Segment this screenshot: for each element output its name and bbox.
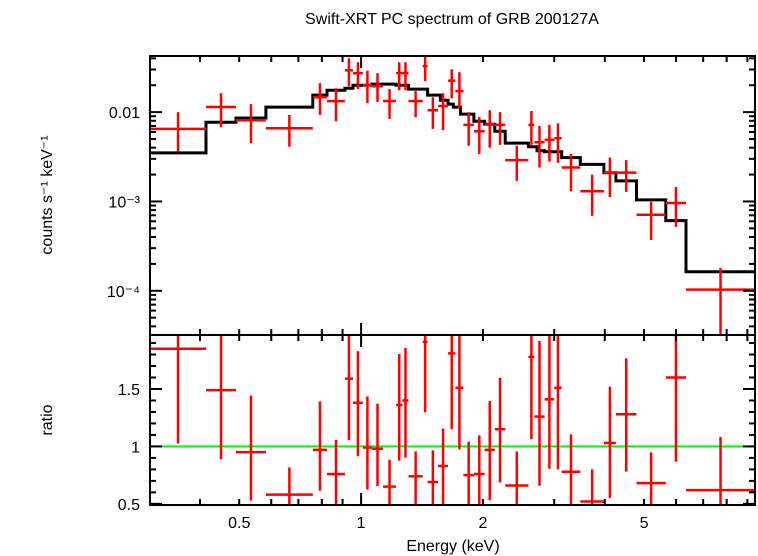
y-tick-label: 0.01: [109, 105, 140, 122]
y-axis-label-spectrum: counts s⁻¹ keV⁻¹: [39, 135, 56, 254]
model-step-line: [150, 82, 755, 274]
x-tick-label: 2: [478, 515, 487, 532]
chart-title: Swift-XRT PC spectrum of GRB 200127A: [305, 11, 599, 28]
ratio-tick-label: 1.5: [118, 382, 140, 399]
ratio-tick-label: 1: [131, 439, 140, 456]
ratio-panel-frame: [149, 334, 756, 506]
x-tick-label: 0.5: [228, 515, 250, 532]
x-tick-label: 5: [640, 515, 649, 532]
y-tick-label: 10⁻³: [108, 194, 140, 211]
y-axis-label-ratio: ratio: [39, 404, 56, 435]
x-axis-label: Energy (keV): [406, 538, 499, 555]
x-tick-label: 1: [357, 515, 366, 532]
ratio-tick-label: 0.5: [118, 497, 140, 514]
y-tick-label: 10⁻⁴: [107, 284, 140, 301]
plot-layer: 0.5 1 2 5 0.01 10⁻³ 10⁻⁴ 0.5 1 1.5: [107, 55, 756, 532]
